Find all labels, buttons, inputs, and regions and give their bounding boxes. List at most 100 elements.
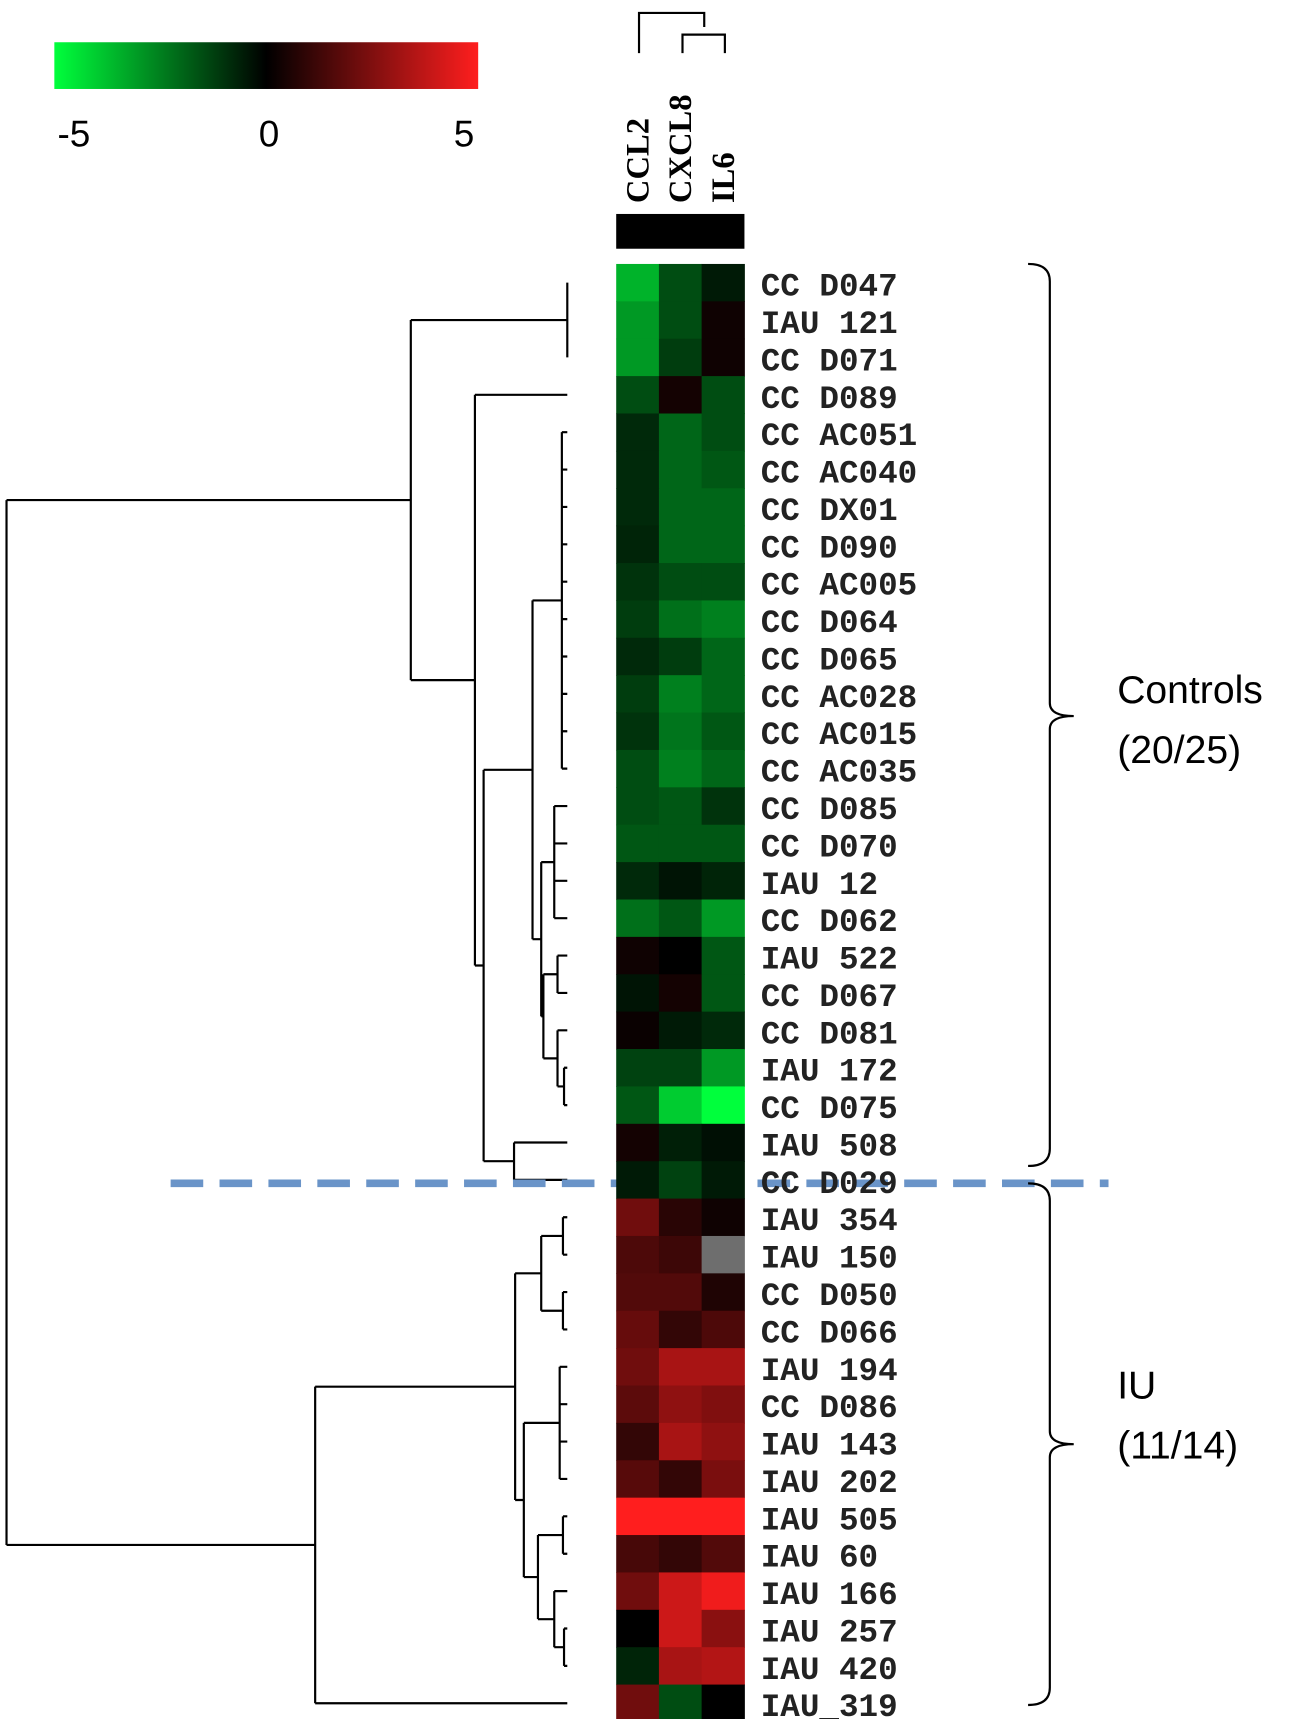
row-label: CC D085 bbox=[761, 792, 898, 829]
row-label: CC D050 bbox=[761, 1278, 898, 1315]
brace bbox=[1028, 1182, 1074, 1707]
heatmap-cell bbox=[701, 824, 745, 863]
heatmap-cell bbox=[658, 263, 703, 302]
heatmap-cell bbox=[616, 413, 660, 452]
heatmap-cell bbox=[658, 936, 703, 975]
row-label: IAU 194 bbox=[761, 1353, 898, 1390]
brace bbox=[1028, 262, 1074, 1168]
heatmap-cell bbox=[701, 376, 745, 415]
heatmap-cell bbox=[701, 1273, 745, 1312]
heatmap-cell bbox=[701, 1235, 745, 1274]
row-label: CC D090 bbox=[761, 530, 898, 567]
heatmap-cell bbox=[658, 1422, 703, 1461]
group-label: IU bbox=[1117, 1365, 1156, 1408]
heatmap-cell bbox=[658, 1011, 703, 1050]
heatmap-cell bbox=[616, 1422, 660, 1461]
heatmap-cell bbox=[616, 376, 660, 415]
column-bar bbox=[616, 213, 745, 249]
row-label: CC D075 bbox=[761, 1091, 898, 1128]
column-label: IL6 bbox=[706, 152, 742, 203]
heatmap-cell bbox=[658, 1385, 703, 1424]
heatmap-cell bbox=[658, 488, 703, 527]
row-label: CC DX01 bbox=[761, 493, 898, 530]
row-label: CC D086 bbox=[761, 1390, 898, 1427]
group-label: (20/25) bbox=[1117, 729, 1241, 772]
colorbar bbox=[54, 42, 479, 89]
heatmap-cell bbox=[701, 1385, 745, 1424]
heatmap-cell bbox=[701, 1535, 745, 1573]
heatmap-cell bbox=[616, 1273, 660, 1312]
heatmap-cell bbox=[701, 936, 745, 975]
heatmap-cell bbox=[701, 1460, 745, 1499]
row-label: IAU 166 bbox=[761, 1577, 898, 1614]
heatmap-cell bbox=[701, 1161, 745, 1200]
heatmap-cell bbox=[616, 1572, 660, 1611]
heatmap-cell bbox=[616, 936, 660, 975]
row-dendrogram bbox=[5, 282, 569, 1705]
colorbar-tick-label: 5 bbox=[454, 114, 475, 155]
column-label: CCL2 bbox=[620, 118, 656, 203]
heatmap-cell bbox=[616, 1198, 660, 1237]
row-label: CC AC028 bbox=[761, 680, 917, 717]
heatmap-cell bbox=[658, 974, 703, 1013]
heatmap-cell bbox=[616, 1123, 660, 1162]
row-label: CC D066 bbox=[761, 1315, 898, 1352]
heatmap-cell bbox=[658, 600, 703, 639]
heatmap-cell bbox=[658, 899, 703, 938]
heatmap-cell bbox=[658, 338, 703, 377]
column-label: CXCL8 bbox=[663, 94, 699, 203]
row-label: CC AC005 bbox=[761, 568, 917, 605]
row-label: CC D067 bbox=[761, 979, 898, 1016]
row-label: IAU 150 bbox=[761, 1241, 898, 1278]
row-label: CC AC051 bbox=[761, 418, 917, 455]
row-label: IAU 522 bbox=[761, 942, 898, 979]
heatmap-cell bbox=[616, 749, 660, 788]
heatmap-cell bbox=[658, 301, 703, 340]
row-label: IAU 121 bbox=[761, 306, 898, 343]
row-label: CC D062 bbox=[761, 904, 898, 941]
row-label: CC D064 bbox=[761, 605, 898, 642]
heatmap-cell bbox=[616, 899, 660, 938]
heatmap-cell bbox=[701, 675, 745, 714]
heatmap-cell bbox=[658, 787, 703, 826]
row-label: CC AC015 bbox=[761, 717, 917, 754]
heatmap-cell bbox=[701, 1198, 745, 1237]
heatmap-cell bbox=[616, 263, 660, 302]
heatmap-cell bbox=[616, 862, 660, 901]
heatmap-cell bbox=[616, 1609, 660, 1648]
colorbar-tick-label: 0 bbox=[259, 114, 280, 155]
heatmap-cell bbox=[658, 1161, 703, 1200]
heatmap-cell bbox=[658, 1460, 703, 1499]
row-label: IAU 354 bbox=[761, 1203, 898, 1240]
heatmap-cell bbox=[658, 1123, 703, 1162]
heatmap-cell bbox=[701, 1086, 745, 1125]
heatmap-cell bbox=[701, 1348, 745, 1387]
heatmap-cell bbox=[658, 1535, 703, 1573]
heatmap-cell bbox=[616, 450, 660, 489]
heatmap-cell bbox=[616, 1684, 660, 1719]
heatmap-cell bbox=[658, 1647, 703, 1686]
heatmap-cell bbox=[658, 1348, 703, 1387]
heatmap-cell bbox=[701, 338, 745, 377]
heatmap-cell bbox=[616, 675, 660, 714]
heatmap-cell bbox=[616, 338, 660, 377]
row-label: IAU 143 bbox=[761, 1428, 898, 1465]
colorbar-tick-label: -5 bbox=[57, 114, 90, 155]
heatmap-cell bbox=[701, 413, 745, 452]
row-label: CC D071 bbox=[761, 343, 898, 380]
row-label: CC D047 bbox=[761, 269, 898, 306]
heatmap-cell bbox=[701, 1609, 745, 1648]
heatmap-cell bbox=[701, 712, 745, 751]
heatmap-cell bbox=[701, 749, 745, 788]
row-label: IAU 508 bbox=[761, 1128, 898, 1165]
heatmap-cell bbox=[701, 1684, 745, 1719]
heatmap-cell bbox=[616, 1235, 660, 1274]
heatmap-cell bbox=[616, 712, 660, 751]
heatmap-cell bbox=[658, 675, 703, 714]
heatmap-cell bbox=[658, 749, 703, 788]
heatmap-cell bbox=[658, 1049, 703, 1087]
heatmap-cell bbox=[616, 1310, 660, 1349]
column-dendrogram bbox=[637, 11, 726, 54]
heatmap-cell bbox=[701, 488, 745, 527]
